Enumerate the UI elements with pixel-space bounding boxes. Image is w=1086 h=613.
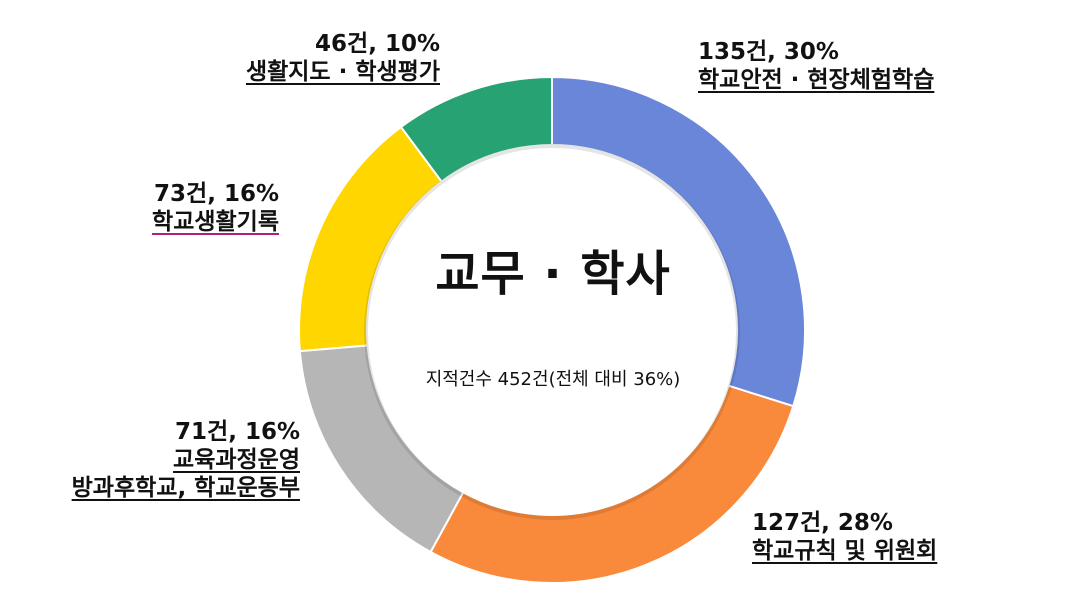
donut-slices	[298, 75, 806, 584]
slice-value-guidance: 46건, 10%	[315, 31, 440, 57]
slice-label-records: 73건, 16% 학교생활기록	[152, 180, 279, 236]
slice-name-guidance: 생활지도 · 학생평가	[245, 59, 440, 86]
slice-name-rules: 학교규칙 및 위원회	[752, 538, 938, 565]
slice-label-safety: 135건, 30% 학교안전 · 현장체험학습	[698, 38, 934, 94]
slice-name-curriculum-line1: 교육과정운영	[173, 447, 300, 474]
chart-subtitle: 지적건수 452건(전체 대비 36%)	[425, 369, 681, 390]
chart-title: 교무 · 학사	[435, 246, 671, 302]
donut-slice-safety	[551, 75, 806, 408]
slice-name-curriculum-line2: 방과후학교, 학교운동부	[71, 475, 300, 502]
slice-name-curriculum-line1-wrap: 교육과정운영	[72, 446, 300, 474]
slice-name-safety: 학교안전 · 현장체험학습	[698, 67, 935, 94]
slice-name-records: 학교생활기록	[152, 209, 279, 236]
slice-value-curriculum: 71건, 16%	[175, 419, 300, 445]
slice-name-curriculum-line2-wrap: 방과후학교, 학교운동부	[72, 474, 300, 502]
slice-value-records: 73건, 16%	[154, 181, 279, 207]
slice-value-safety: 135건, 30%	[698, 39, 839, 65]
donut-slice-rules	[429, 384, 795, 584]
donut-slice-records	[298, 125, 444, 353]
slice-label-rules: 127건, 28% 학교규칙 및 위원회	[752, 509, 937, 565]
slice-label-curriculum: 71건, 16% 교육과정운영 방과후학교, 학교운동부	[72, 418, 300, 502]
donut-inner-shadow	[364, 144, 740, 520]
donut-slice-guidance	[399, 75, 553, 183]
slice-label-guidance: 46건, 10% 생활지도 · 학생평가	[246, 30, 440, 86]
slice-value-rules: 127건, 28%	[752, 510, 893, 536]
